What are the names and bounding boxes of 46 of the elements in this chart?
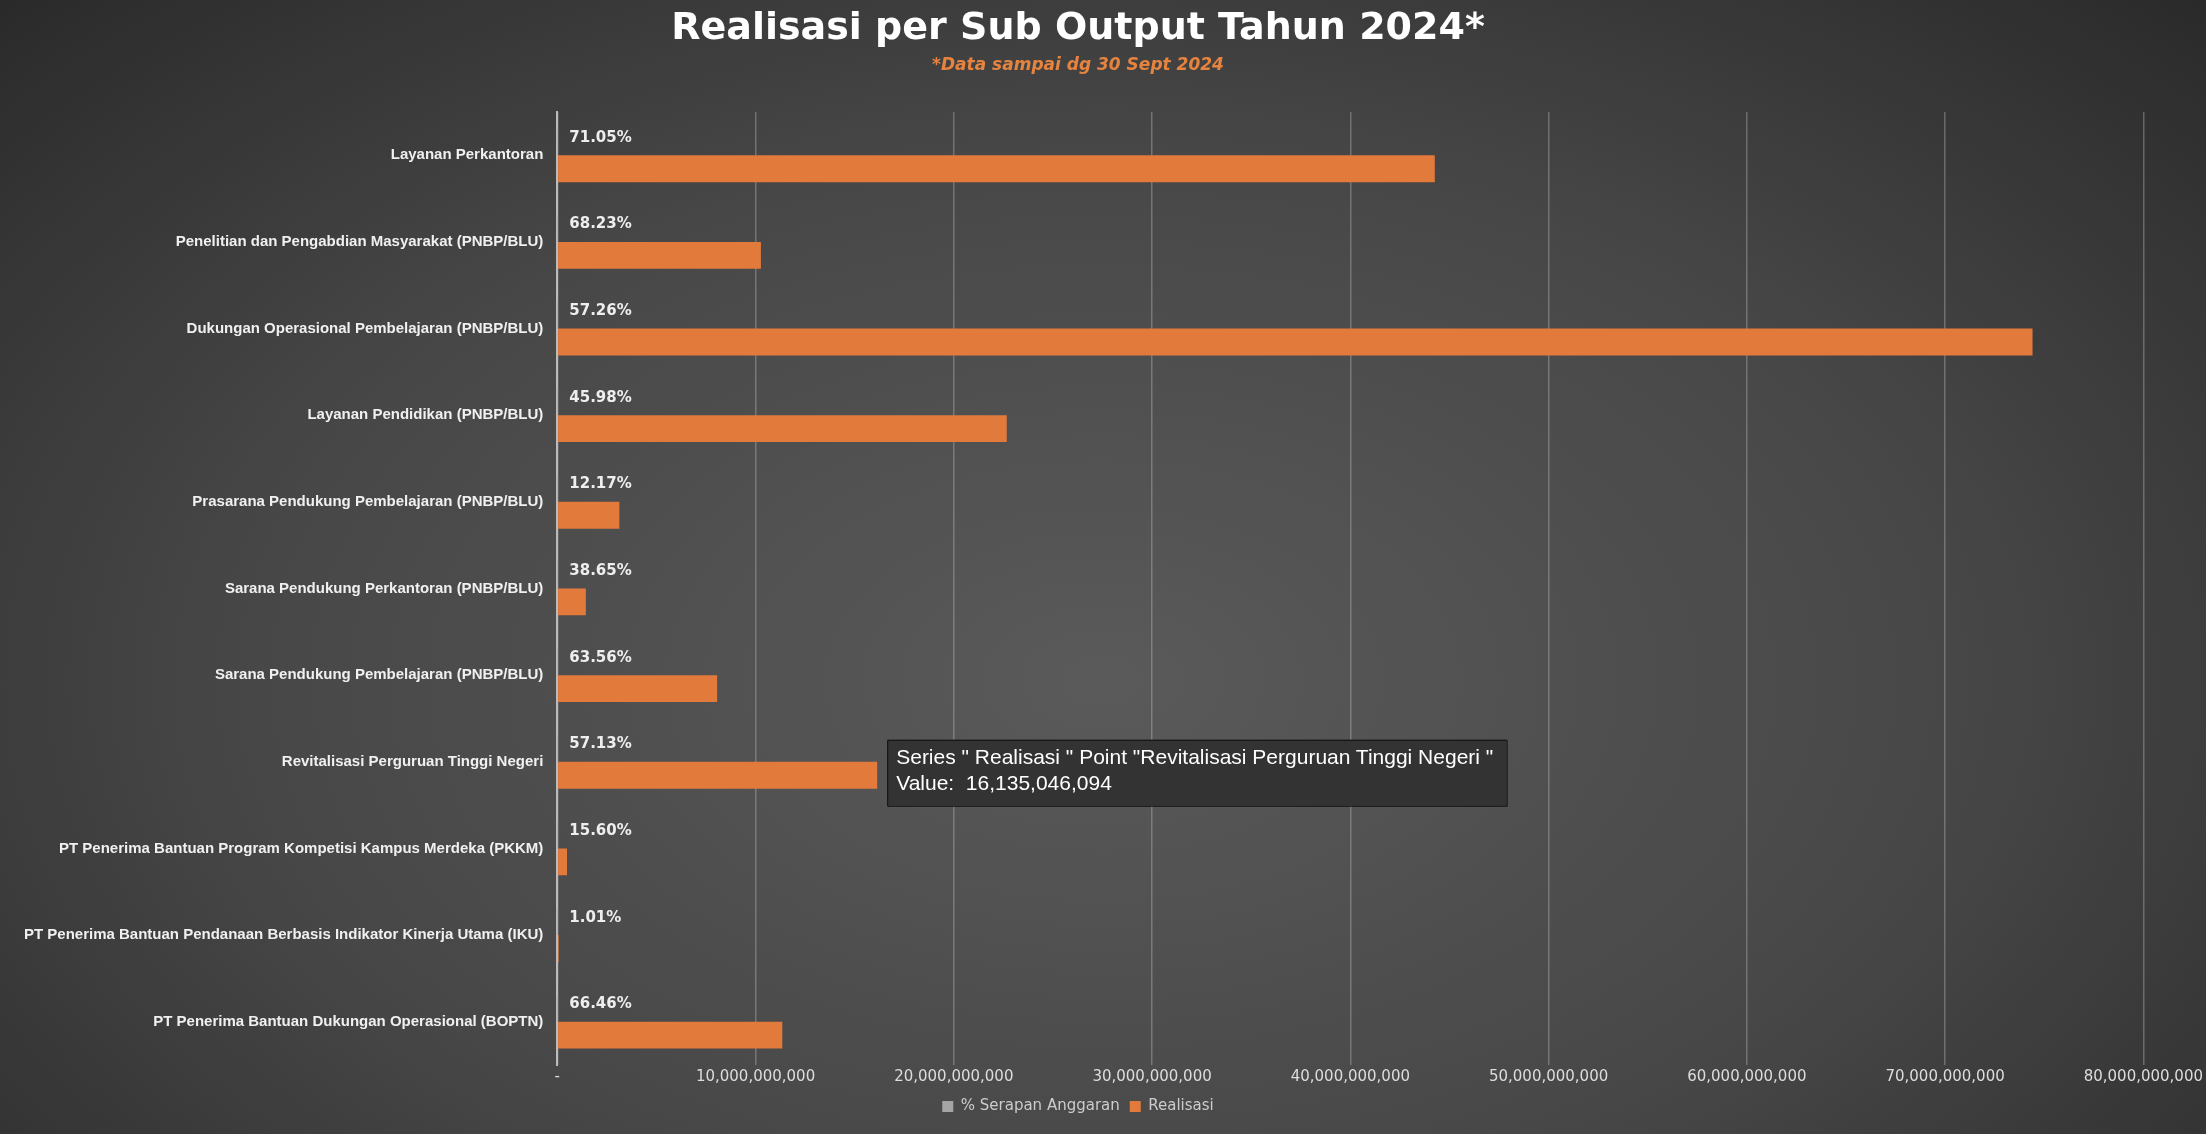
x-tick-label: 70,000,000,000	[1885, 1066, 2005, 1085]
x-tick-label: 20,000,000,000	[894, 1066, 1014, 1085]
x-tick-label: 80,000,000,000	[2083, 1066, 2204, 1085]
bar	[558, 1021, 783, 1049]
y-tick-label: Prasarana Pendukung Pembelajaran (PNBP/BLU)	[192, 492, 544, 509]
data-label: 66.46%	[569, 994, 632, 1013]
bar	[558, 588, 586, 616]
legend-label: % Serapan Anggaran	[960, 1096, 1120, 1115]
data-label: 68.23%	[569, 214, 632, 233]
data-label: 63.56%	[569, 647, 632, 666]
bar	[558, 328, 2033, 356]
x-tick-label: 10,000,000,000	[695, 1066, 816, 1085]
y-tick-label: Layanan Pendidikan (PNBP/BLU)	[307, 405, 544, 423]
x-tick-label: -	[554, 1066, 561, 1085]
bar	[558, 848, 568, 876]
y-tick-label: Revitalisasi Perguruan Tinggi Negeri	[281, 751, 544, 769]
data-label: 71.05%	[569, 127, 632, 146]
y-tick-label: Dukungan Operasional Pembelajaran (PNBP/BLU)	[186, 318, 544, 336]
bar	[558, 501, 620, 529]
x-tick-label: 60,000,000,000	[1687, 1066, 1807, 1085]
x-tick-label: 50,000,000,000	[1488, 1066, 1609, 1085]
bar	[558, 415, 1007, 443]
bar	[558, 675, 718, 702]
x-tick-label: 30,000,000,000	[1092, 1066, 1212, 1085]
y-tick-label: PT Penerima Bantuan Dukungan Operasional (BOPTN)	[153, 1011, 544, 1029]
y-tick-label: Layanan Perkantoran	[390, 145, 544, 163]
chart-title: Realisasi per Sub Output Tahun 2024*	[671, 3, 1485, 48]
y-tick-label: Sarana Pendukung Pembelajaran (PNBP/BLU)	[214, 665, 544, 683]
bar	[558, 761, 878, 789]
y-tick-label: PT Penerima Bantuan Program Kompetisi Kampus Merdeka (PKKM)	[59, 838, 544, 856]
legend-label: Realisasi	[1148, 1096, 1214, 1115]
chart-subtitle: *Data sampai dg 30 Sept 2024	[932, 54, 1224, 75]
data-label: 15.60%	[569, 820, 632, 839]
data-label: 45.98%	[569, 387, 632, 406]
data-label: 38.65%	[569, 560, 632, 579]
annotation: Series " Realisasi " Point "Revitalisasi Perguruan Tinggi Negeri " Value: 16,135,046,094	[896, 745, 1494, 795]
x-tick-label: 40,000,000,000	[1290, 1066, 1410, 1085]
y-tick-label: Sarana Pendukung Perkantoran (PNBP/BLU)	[224, 578, 544, 596]
y-tick-label: Penelitian dan Pengabdian Masyarakat (PNBP/BLU)	[175, 232, 544, 250]
data-label: 57.26%	[569, 301, 632, 320]
data-label: 57.13%	[569, 734, 632, 753]
data-label: 12.17%	[569, 474, 632, 493]
bar	[558, 241, 761, 269]
bar	[558, 155, 1435, 183]
data-label: 1.01%	[569, 907, 622, 926]
y-tick-label: PT Penerima Bantuan Pendanaan Berbasis Indikator Kinerja Utama (IKU)	[23, 925, 544, 943]
